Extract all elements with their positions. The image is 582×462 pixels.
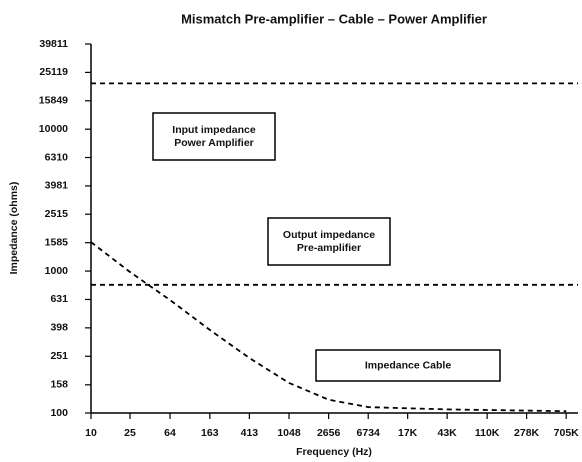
annotation-box <box>152 112 276 161</box>
x-tick-label: 6734 <box>357 427 381 439</box>
series-line <box>90 241 567 413</box>
y-tick-label: 1000 <box>45 265 69 277</box>
x-tick-label: 1048 <box>277 427 301 439</box>
y-tick-label: 158 <box>50 379 68 391</box>
x-tick-label: 43K <box>438 427 458 439</box>
annotation-box <box>267 217 391 266</box>
x-tick-label: 110K <box>475 427 500 439</box>
x-tick-label: 17K <box>398 427 418 439</box>
x-tick-label: 64 <box>164 427 176 439</box>
annotation-text: Pre-amplifier <box>297 242 361 254</box>
y-tick-label: 631 <box>50 293 68 305</box>
chart-title: Mismatch Pre-amplifier – Cable – Power A… <box>181 11 487 26</box>
y-tick-label: 39811 <box>39 38 68 50</box>
y-tick-label: 25119 <box>39 66 68 78</box>
y-tick-label: 6310 <box>45 151 69 163</box>
y-tick-label: 1585 <box>45 236 69 248</box>
y-tick-label: 251 <box>50 350 68 362</box>
x-tick-label: 10 <box>85 427 97 439</box>
annotation-text: Impedance Cable <box>365 359 452 371</box>
annotation-text: Output impedance <box>283 229 375 241</box>
y-tick-label: 2515 <box>45 208 69 220</box>
x-tick-label: 25 <box>124 427 136 439</box>
y-tick-label: 3981 <box>45 180 69 192</box>
x-tick-label: 2656 <box>317 427 341 439</box>
y-axis-label: Impedance (ohms) <box>8 182 20 275</box>
annotation-text: Power Amplifier <box>174 137 254 149</box>
x-tick-label: 278K <box>514 427 540 439</box>
annotation-box <box>315 349 501 382</box>
x-axis-label: Frequency (Hz) <box>296 446 372 458</box>
x-tick-label: 705K <box>554 427 580 439</box>
x-tick-label: 413 <box>241 427 259 439</box>
y-tick-label: 10000 <box>39 123 68 135</box>
y-tick-label: 398 <box>50 322 68 334</box>
annotation-text: Input impedance <box>172 124 256 136</box>
y-tick-label: 15849 <box>39 95 68 107</box>
y-tick-label: 100 <box>50 407 68 419</box>
x-tick-label: 163 <box>201 427 219 439</box>
